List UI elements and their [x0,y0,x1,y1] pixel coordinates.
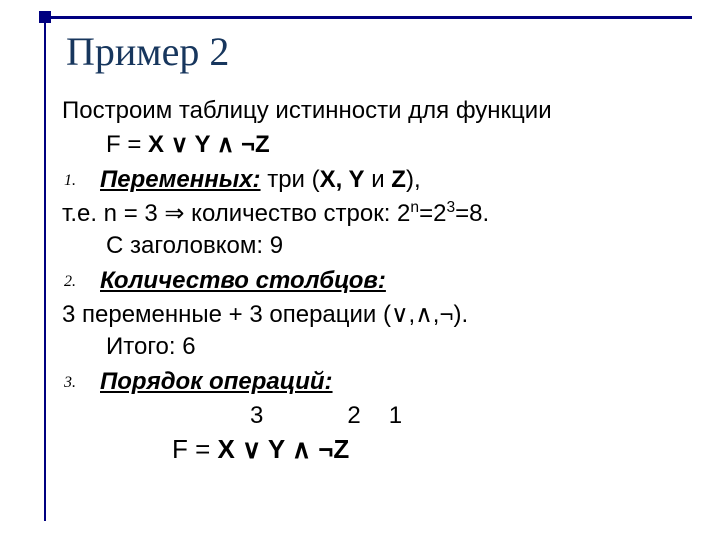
list-item-1: Переменных: три (X, Y и Z), [92,164,690,196]
formula-final: F = X ∨ Y ∧ ¬Z [172,432,690,466]
formula-main: F = X ∨ Y ∧ ¬Z [106,129,690,161]
formula-prefix: F = [106,131,148,158]
final-notz: ¬Z [318,434,349,464]
slide: Пример 2 Построим таблицу истинности для… [0,0,720,540]
item2-label: Количество столбцов: [100,267,386,294]
item1-close: ), [406,166,421,193]
final-x: X [218,434,235,464]
ordered-list-3: Порядок операций: [54,366,690,398]
rule-left [44,16,46,521]
formula-x: X [148,131,164,158]
i1-eq8: =8. [455,200,489,227]
operation-order-numbers: 3 2 1 [250,400,690,432]
order-1: 1 [389,400,402,432]
final-prefix: F = [172,434,218,464]
order-2: 2 [347,400,367,432]
intro-text: Построим таблицу истинности для функции [62,95,690,127]
slide-title: Пример 2 [66,28,690,75]
slide-body: Построим таблицу истинности для функции … [54,95,690,466]
list-item-3: Порядок операций: [92,366,690,398]
or-op: ∨ [164,131,194,158]
list-item-2: Количество столбцов: [92,265,690,297]
order-3: 3 [250,400,280,432]
item1-line2: т.е. n = 3 ⇒ количество строк: 2n=23=8. [62,198,690,230]
i1-line2a: т.е. n = 3 ⇒ количество строк: 2 [62,200,410,227]
item1-andword: и [365,166,392,193]
sup-n: n [410,199,419,216]
rule-top [44,16,692,19]
ordered-list: Переменных: три (X, Y и Z), [54,164,690,196]
item1-vars: X, Y [320,166,365,193]
final-or: ∨ [235,434,268,464]
and-op: ∧ [210,131,241,158]
item1-label: Переменных: [100,166,261,193]
item3-label: Порядок операций: [100,368,333,395]
formula-y: Y [195,131,211,158]
final-and: ∧ [285,434,318,464]
item1-z: Z [391,166,406,193]
item1-line3: С заголовком: 9 [106,230,690,262]
final-y: Y [268,434,285,464]
item2-line2: 3 переменные + 3 операции (∨,∧,¬). [62,299,690,331]
sup-3: 3 [446,199,455,216]
ordered-list-2: Количество столбцов: [54,265,690,297]
item1-rest: три ( [261,166,320,193]
item2-line3: Итого: 6 [106,331,690,363]
i1-eq: =2 [419,200,446,227]
formula-notz: ¬Z [241,131,270,158]
